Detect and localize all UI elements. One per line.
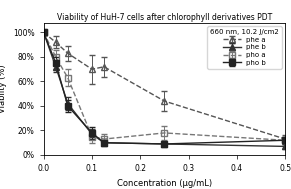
X-axis label: Concentration (μg/mL): Concentration (μg/mL) bbox=[117, 179, 212, 187]
Legend: phe a, phe b, pho a, pho b: phe a, phe b, pho a, pho b bbox=[207, 26, 282, 69]
Y-axis label: Viablity (%): Viablity (%) bbox=[0, 64, 8, 113]
Title: Viability of HuH-7 cells after chlorophyll derivatives PDT: Viability of HuH-7 cells after chlorophy… bbox=[57, 13, 272, 22]
